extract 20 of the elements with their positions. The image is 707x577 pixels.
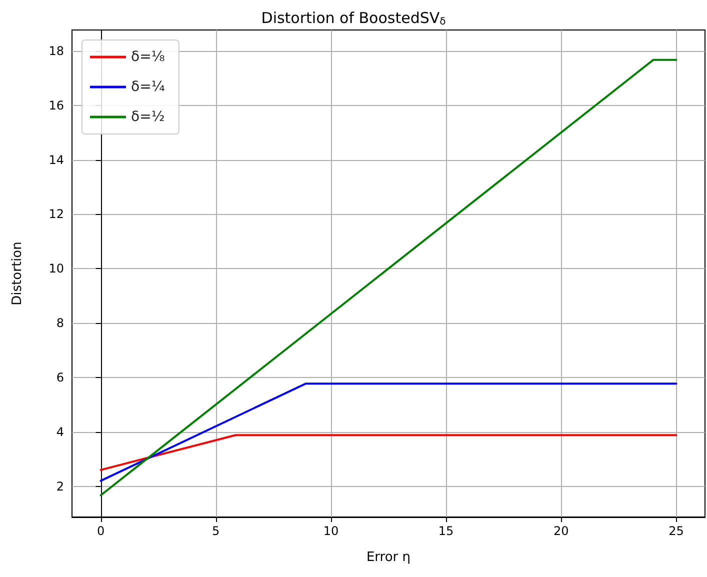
y-tick-label: 4: [56, 424, 64, 439]
x-tick-label: 25: [668, 524, 684, 538]
x-tick-label: 20: [553, 524, 569, 538]
y-tick-label: 6: [56, 370, 64, 384]
x-axis-title: Error η: [366, 550, 411, 565]
legend-label: δ=¼: [131, 79, 166, 95]
y-tick-label: 14: [48, 152, 64, 167]
y-tick-label: 16: [48, 98, 64, 112]
x-tick-label: 15: [438, 524, 454, 538]
y-tick-label: 10: [48, 262, 64, 276]
x-tick-label: 10: [323, 524, 339, 538]
y-tick-label: 12: [48, 207, 64, 222]
y-tick-label: 8: [56, 316, 64, 330]
x-tick-label: 5: [212, 524, 220, 538]
y-axis-title: Distortion: [10, 242, 25, 306]
legend-label: δ=½: [131, 109, 165, 125]
y-tick-label: 2: [56, 479, 64, 494]
y-tick-label: 18: [48, 44, 64, 58]
x-tick-label: 0: [96, 524, 105, 538]
legend-label: δ=⅛: [131, 49, 166, 65]
